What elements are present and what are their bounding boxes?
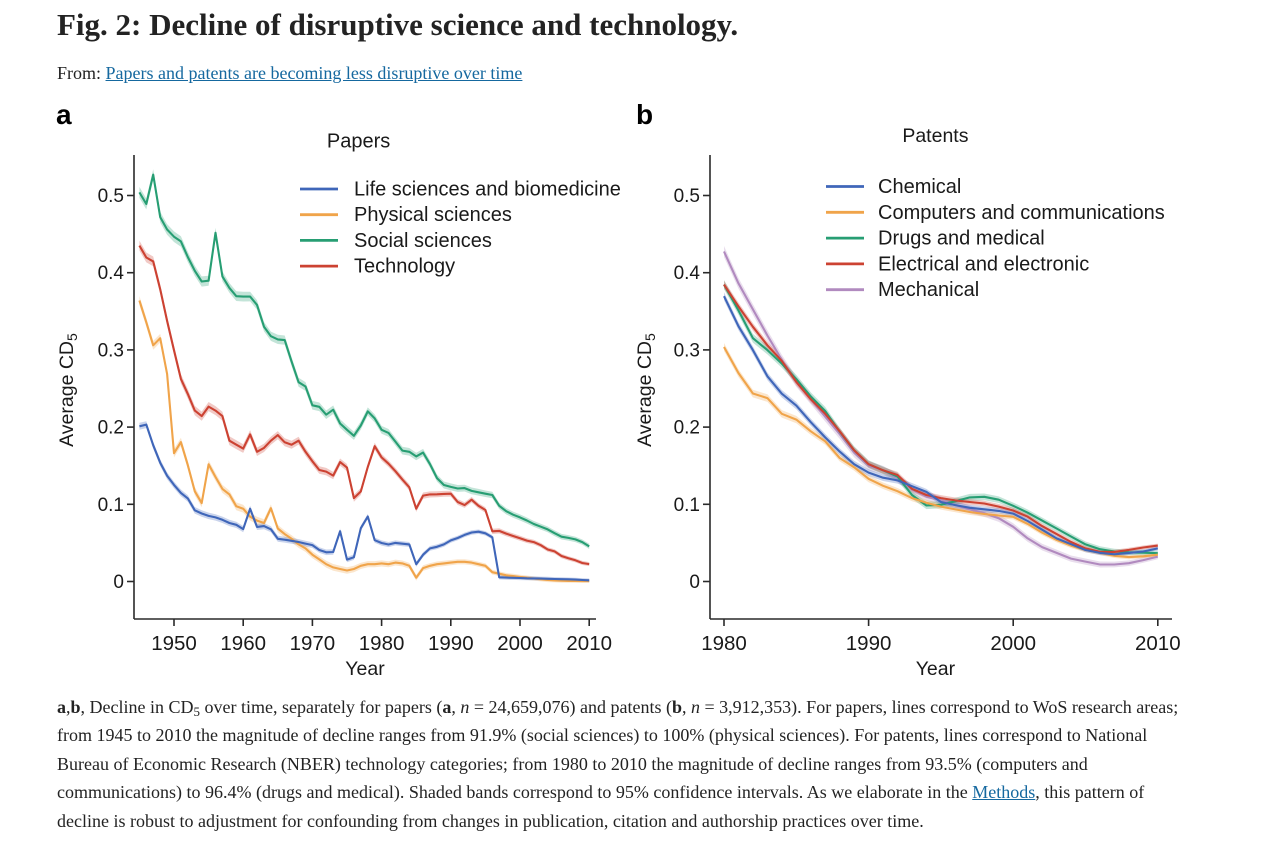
svg-text:Social sciences: Social sciences [354, 230, 492, 252]
svg-text:Average CD5: Average CD5 [634, 333, 658, 447]
svg-text:Patents: Patents [902, 125, 968, 147]
svg-text:0.2: 0.2 [98, 418, 124, 439]
svg-text:1960: 1960 [220, 632, 266, 655]
svg-text:0.3: 0.3 [674, 340, 700, 361]
svg-text:b: b [636, 99, 653, 130]
svg-text:1990: 1990 [846, 632, 892, 655]
svg-text:0.3: 0.3 [98, 340, 124, 361]
svg-text:0.1: 0.1 [98, 495, 124, 516]
svg-text:1970: 1970 [290, 632, 336, 655]
svg-text:0.2: 0.2 [674, 418, 700, 439]
svg-text:Drugs and medical: Drugs and medical [878, 228, 1045, 250]
svg-text:1950: 1950 [151, 632, 197, 655]
svg-text:0: 0 [689, 572, 700, 593]
svg-text:Computers and communications: Computers and communications [878, 202, 1165, 224]
svg-text:0.5: 0.5 [674, 186, 700, 207]
svg-text:Technology: Technology [354, 256, 455, 278]
svg-text:Electrical and electronic: Electrical and electronic [878, 253, 1089, 275]
svg-text:1980: 1980 [359, 632, 405, 655]
svg-text:Papers: Papers [327, 131, 390, 153]
svg-text:1980: 1980 [701, 632, 747, 655]
svg-text:2010: 2010 [1135, 632, 1181, 655]
svg-text:Year: Year [345, 658, 385, 680]
svg-text:Average CD5: Average CD5 [56, 333, 80, 447]
svg-text:a: a [56, 99, 72, 130]
svg-text:0.1: 0.1 [674, 495, 700, 516]
svg-text:1990: 1990 [428, 632, 474, 655]
svg-text:2010: 2010 [566, 632, 612, 655]
svg-text:Physical sciences: Physical sciences [354, 204, 512, 226]
svg-text:Life sciences and biomedicine: Life sciences and biomedicine [354, 179, 621, 201]
svg-text:Year: Year [916, 658, 956, 680]
svg-text:Chemical: Chemical [878, 176, 961, 198]
svg-text:2000: 2000 [990, 632, 1036, 655]
svg-text:2000: 2000 [497, 632, 543, 655]
svg-text:0.4: 0.4 [674, 263, 701, 284]
svg-text:0.5: 0.5 [98, 186, 124, 207]
svg-text:0.4: 0.4 [98, 263, 125, 284]
svg-text:Mechanical: Mechanical [878, 279, 979, 301]
svg-text:0: 0 [113, 572, 124, 593]
